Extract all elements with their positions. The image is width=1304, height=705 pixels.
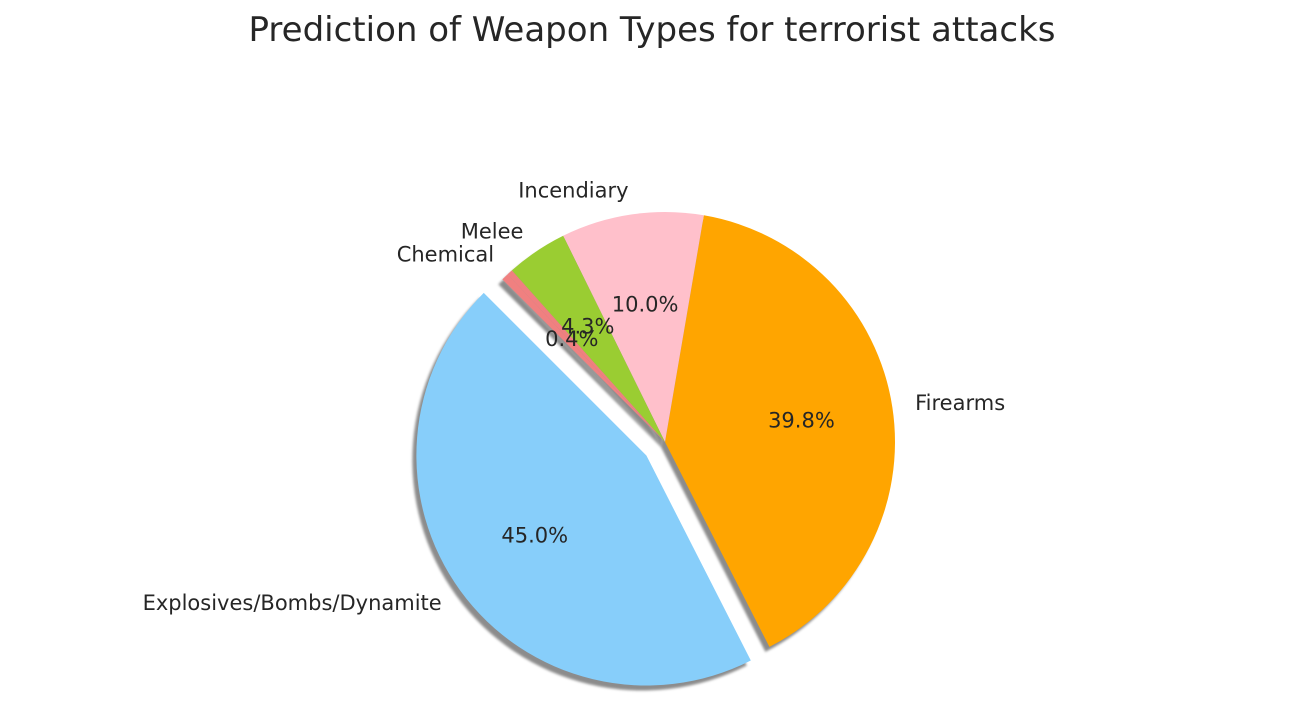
melee-percent-label: 4.3% <box>561 315 614 339</box>
chart-title: Prediction of Weapon Types for terrorist… <box>248 10 1056 50</box>
chemical-slice <box>507 270 665 442</box>
pie-labels: Explosives/Bombs/Dynamite 45.0% Firearms 39… <box>143 179 1006 616</box>
slice-slice-shadow <box>498 279 661 447</box>
firearms-label: Firearms <box>915 391 1005 415</box>
explosives-bombs-dynamite-percent-label: 45.0% <box>501 524 568 548</box>
explosives-bombs-dynamite-label: Explosives/Bombs/Dynamite <box>143 591 442 615</box>
explosives-bombs-dynamite-slice <box>416 292 751 686</box>
chemical-percent-label: 0.4% <box>545 327 598 351</box>
slice-slice <box>502 274 665 442</box>
chemical-label: Chemical <box>397 242 494 266</box>
incendiary-slice <box>563 212 704 442</box>
firearms-slice <box>665 215 895 647</box>
melee-label: Melee <box>461 219 524 243</box>
incendiary-label: Incendiary <box>518 179 628 203</box>
incendiary-percent-label: 10.0% <box>612 292 679 316</box>
firearms-percent-label: 39.8% <box>768 408 835 432</box>
pie-slices <box>416 212 895 686</box>
melee-slice <box>511 235 665 442</box>
